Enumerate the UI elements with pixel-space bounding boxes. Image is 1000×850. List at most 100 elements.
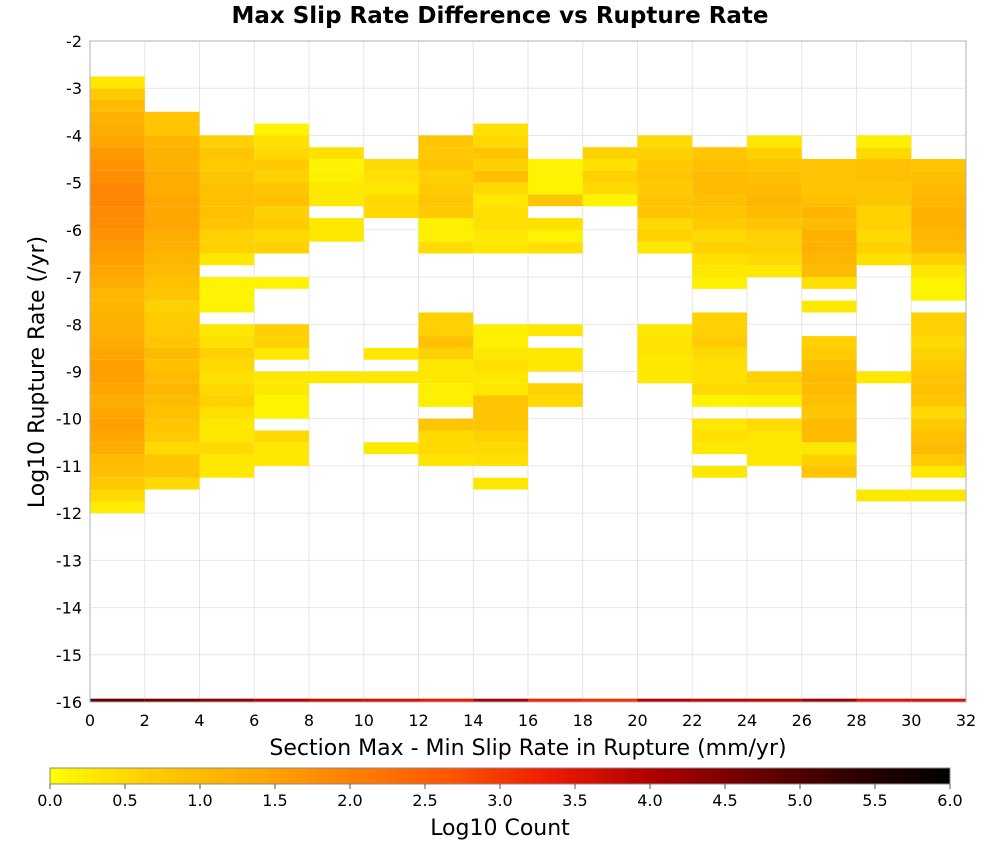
colorbar-tick-label: 0.5 — [112, 791, 137, 810]
heatmap-cell — [801, 194, 857, 207]
heatmap-cell — [144, 698, 200, 702]
heatmap-cell — [801, 347, 857, 360]
heatmap-cell — [911, 206, 966, 219]
heatmap-cell — [528, 170, 583, 183]
heatmap-cell — [473, 147, 528, 160]
heatmap-cell — [528, 194, 583, 207]
heatmap-cell — [254, 218, 309, 230]
heatmap-cell — [473, 218, 528, 230]
heatmap-cell — [528, 182, 583, 195]
heatmap-cell — [90, 182, 145, 195]
heatmap-cell — [801, 253, 857, 266]
heatmap-cell — [911, 253, 966, 266]
heatmap-cell — [199, 359, 255, 372]
heatmap-cell — [418, 135, 474, 148]
heatmap-cell — [801, 395, 857, 407]
heatmap-cell — [363, 194, 419, 207]
x-tick-label: 32 — [956, 711, 976, 730]
heatmap-cell — [418, 336, 474, 348]
heatmap-cell — [747, 442, 802, 455]
heatmap-cell — [473, 182, 528, 195]
heatmap-cell — [692, 383, 747, 396]
heatmap-cell — [528, 241, 583, 254]
x-tick-label: 20 — [627, 711, 647, 730]
heatmap-cell — [528, 324, 583, 337]
heatmap-cell — [911, 442, 966, 455]
heatmap-cell — [528, 383, 583, 396]
heatmap-cell — [747, 253, 802, 266]
heatmap-cell — [528, 159, 583, 171]
heatmap-cell — [90, 395, 145, 407]
heatmap-cell — [637, 698, 693, 702]
heatmap-cell — [254, 324, 309, 337]
heatmap-cell — [747, 229, 802, 242]
heatmap-cell — [363, 170, 419, 183]
heatmap-cell — [90, 229, 145, 242]
heatmap-cell — [801, 698, 857, 702]
heatmap-cell — [90, 253, 145, 266]
heatmap-cell — [144, 465, 200, 478]
heatmap-cell — [418, 430, 474, 443]
y-tick-label: -12 — [56, 504, 82, 523]
heatmap-cell — [144, 253, 200, 266]
heatmap-cell — [473, 395, 528, 407]
heatmap-cell — [418, 324, 474, 337]
y-tick-label: -11 — [56, 457, 82, 476]
heatmap-cell — [473, 229, 528, 242]
heatmap-cell — [801, 218, 857, 230]
heatmap-cell — [363, 347, 419, 360]
heatmap-cell — [309, 371, 364, 384]
heatmap-cell — [199, 159, 255, 171]
heatmap-cell — [747, 147, 802, 160]
heatmap-cell — [911, 359, 966, 372]
heatmap-cell — [199, 336, 255, 348]
heatmap-cell — [747, 218, 802, 230]
heatmap-cell — [144, 218, 200, 230]
heatmap-cell — [473, 406, 528, 419]
x-tick-label: 26 — [792, 711, 812, 730]
heatmap-cell — [199, 454, 255, 466]
heatmap-cell — [801, 454, 857, 466]
heatmap-cell — [199, 135, 255, 148]
heatmap-cell — [582, 194, 638, 207]
y-tick-label: -4 — [66, 126, 82, 145]
heatmap-cell — [144, 170, 200, 183]
heatmap-cell — [199, 277, 255, 289]
y-tick-label: -3 — [66, 79, 82, 98]
heatmap-cell — [90, 100, 145, 112]
heatmap-cell — [747, 698, 802, 702]
heatmap-cell — [747, 430, 802, 443]
heatmap-cell — [911, 159, 966, 171]
heatmap-cell — [692, 229, 747, 242]
heatmap-cell — [801, 170, 857, 183]
heatmap-cell — [90, 277, 145, 289]
heatmap-cell — [692, 395, 747, 407]
heatmap-cell — [473, 159, 528, 171]
heatmap-cell — [418, 206, 474, 219]
heatmap-cell — [90, 383, 145, 396]
heatmap-cell — [692, 430, 747, 443]
heatmap-cell — [90, 454, 145, 466]
colorbar-label: Log10 Count — [430, 816, 570, 841]
heatmap-cell — [90, 123, 145, 136]
colorbar-tick-label: 5.0 — [787, 791, 812, 810]
heatmap-cell — [90, 76, 145, 89]
heatmap-cell — [801, 182, 857, 195]
heatmap-cell — [692, 147, 747, 160]
y-tick-label: -13 — [56, 551, 82, 570]
heatmap-cell — [528, 698, 583, 702]
heatmap-cell — [747, 371, 802, 384]
heatmap-cell — [144, 288, 200, 301]
heatmap-cell — [199, 465, 255, 478]
colorbar-tick-label: 6.0 — [937, 791, 962, 810]
heatmap-cell — [911, 347, 966, 360]
heatmap-cell — [801, 359, 857, 372]
heatmap-cell — [692, 182, 747, 195]
heatmap-cell — [254, 442, 309, 455]
y-tick-label: -2 — [66, 32, 82, 51]
x-tick-label: 18 — [573, 711, 593, 730]
heatmap-cell — [856, 253, 912, 266]
x-axis-label: Section Max - Min Slip Rate in Rupture (… — [269, 736, 786, 761]
heatmap-cell — [144, 159, 200, 171]
heatmap-cell — [144, 347, 200, 360]
